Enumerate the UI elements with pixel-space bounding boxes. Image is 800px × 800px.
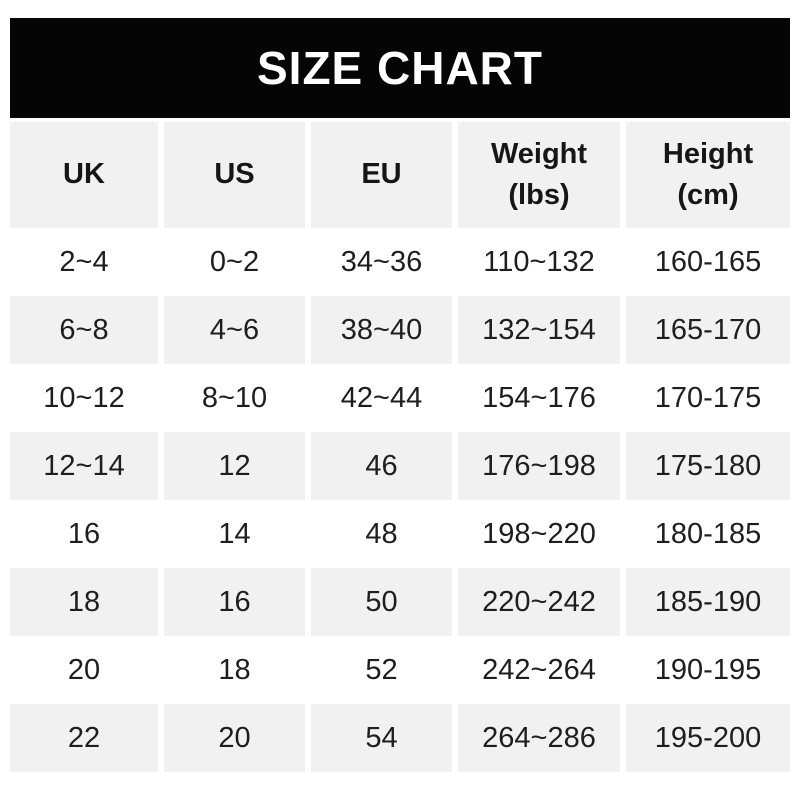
table-cell-weight: 176~198 (458, 432, 620, 500)
column-header-uk: UK (10, 122, 158, 228)
table-cell-weight: 132~154 (458, 296, 620, 364)
table-cell-uk: 10~12 (10, 364, 158, 432)
table-cell-us: 16 (164, 568, 305, 636)
table-cell-us: 8~10 (164, 364, 305, 432)
table-cell-us: 14 (164, 500, 305, 568)
table-cell-weight: 220~242 (458, 568, 620, 636)
table-cell-weight: 264~286 (458, 704, 620, 772)
table-cell-height: 195-200 (626, 704, 790, 772)
table-cell-uk: 6~8 (10, 296, 158, 364)
table-cell-eu: 48 (311, 500, 452, 568)
title-banner: SIZE CHART (10, 18, 790, 118)
table-cell-us: 12 (164, 432, 305, 500)
column-header-sub: (lbs) (508, 179, 570, 211)
table-cell-eu: 46 (311, 432, 452, 500)
table-cell-weight: 198~220 (458, 500, 620, 568)
column-header-eu: EU (311, 122, 452, 228)
table-cell-eu: 52 (311, 636, 452, 704)
column-header-label: Weight (490, 137, 588, 170)
table-cell-us: 20 (164, 704, 305, 772)
table-cell-eu: 34~36 (311, 228, 452, 296)
table-cell-us: 18 (164, 636, 305, 704)
table-cell-weight: 154~176 (458, 364, 620, 432)
table-cell-us: 0~2 (164, 228, 305, 296)
table-cell-height: 190-195 (626, 636, 790, 704)
table-cell-uk: 16 (10, 500, 158, 568)
table-cell-uk: 12~14 (10, 432, 158, 500)
table-cell-height: 170-175 (626, 364, 790, 432)
table-cell-us: 4~6 (164, 296, 305, 364)
table-cell-height: 185-190 (626, 568, 790, 636)
table-cell-height: 160-165 (626, 228, 790, 296)
table-cell-uk: 18 (10, 568, 158, 636)
table-cell-eu: 38~40 (311, 296, 452, 364)
column-header-label: US (214, 158, 255, 191)
table-cell-uk: 20 (10, 636, 158, 704)
table-cell-eu: 50 (311, 568, 452, 636)
table-cell-uk: 22 (10, 704, 158, 772)
table-cell-height: 180-185 (626, 500, 790, 568)
table-cell-eu: 54 (311, 704, 452, 772)
page-title: SIZE CHART (257, 42, 543, 94)
column-header-label: UK (63, 158, 105, 191)
column-header-weight: Weight (lbs) (458, 122, 620, 228)
column-header-us: US (164, 122, 305, 228)
table-cell-eu: 42~44 (311, 364, 452, 432)
column-header-sub: (cm) (677, 179, 739, 211)
column-header-label: Height (662, 137, 754, 170)
size-chart-table: UK US EU Weight (lbs) Height (cm) 2~4 0 (10, 122, 790, 772)
table-cell-weight: 110~132 (458, 228, 620, 296)
table-cell-uk: 2~4 (10, 228, 158, 296)
column-header-height: Height (cm) (626, 122, 790, 228)
table-cell-height: 175-180 (626, 432, 790, 500)
table-cell-height: 165-170 (626, 296, 790, 364)
table-cell-weight: 242~264 (458, 636, 620, 704)
column-header-label: EU (361, 158, 402, 191)
